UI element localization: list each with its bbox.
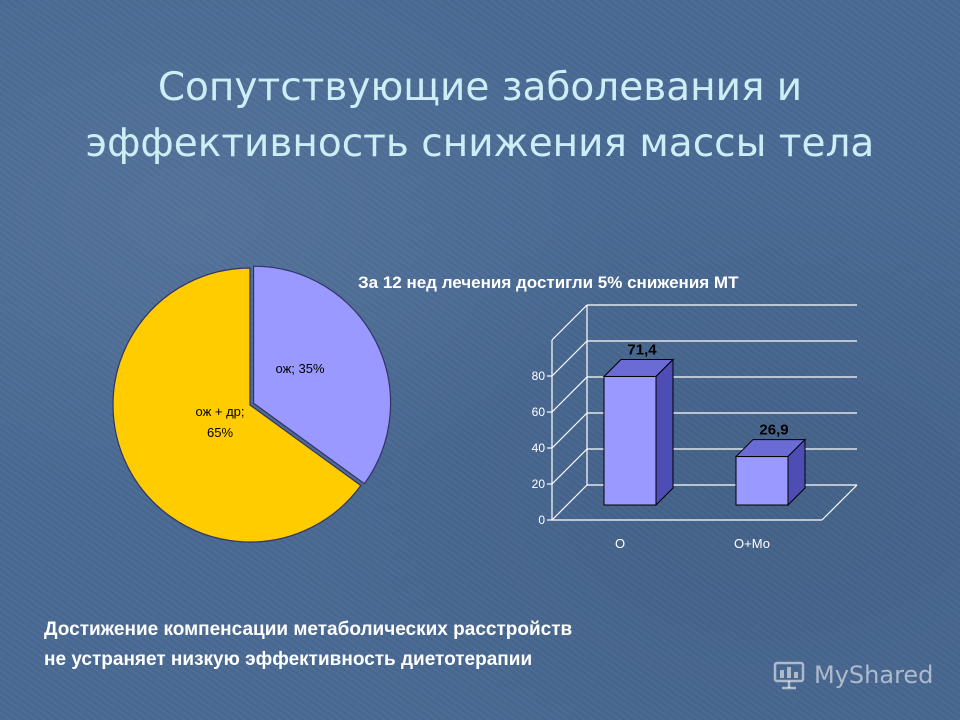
- pie-chart: ож; 35% ож + др; 65%: [112, 265, 392, 543]
- gridline-diagonal: [551, 304, 588, 341]
- x-category-label: О+Мо: [734, 536, 770, 551]
- gridline-diagonal: [551, 412, 588, 449]
- y-tick-label: 0: [538, 513, 545, 527]
- floor-edge: [821, 484, 858, 521]
- slide-title: Сопутствующие заболевания и эффективност…: [0, 60, 960, 172]
- watermark-logo: MyShared: [772, 655, 933, 695]
- gridline-diagonal: [551, 448, 588, 485]
- pie-label-obesity-other-line-2: 65%: [207, 425, 233, 440]
- y-tick-label: 20: [532, 477, 546, 491]
- bar: [735, 456, 789, 506]
- bar-side: [655, 358, 674, 507]
- conclusion-line-1: Достижение компенсации метаболических ра…: [44, 619, 573, 640]
- x-category-label: О: [615, 536, 625, 551]
- pie-slice: [112, 267, 362, 543]
- gridline-diagonal: [551, 376, 588, 413]
- presentation-icon: [773, 661, 805, 690]
- bar-chart-title: За 12 нед лечения достигли 5% снижения М…: [358, 273, 739, 292]
- bar-value-label: 71,4: [627, 341, 657, 358]
- conclusion-line-2: не устраняет низкую эффективность диетот…: [44, 649, 533, 670]
- watermark-text: MyShared: [814, 661, 934, 689]
- gridline-diagonal: [551, 484, 588, 521]
- slide-title-line-2: эффективность снижения массы тела: [85, 121, 875, 166]
- bar: [603, 375, 657, 506]
- pie-label-obesity: ож; 35%: [275, 361, 324, 376]
- pie-label-obesity-other-line-1: ож + др;: [195, 404, 244, 419]
- conclusion-text: Достижение компенсации метаболических ра…: [44, 615, 572, 675]
- pie-slice: [252, 265, 392, 485]
- bar-value-label: 26,9: [759, 422, 788, 439]
- y-tick-label: 60: [532, 405, 546, 419]
- y-tick-label: 80: [532, 369, 546, 383]
- slide-title-line-1: Сопутствующие заболевания и: [157, 65, 803, 110]
- y-tick-label: 40: [532, 441, 546, 455]
- bar-chart: 0 20 40 60 80 71,4 26,9 О О+Мо: [532, 304, 858, 551]
- gridline-diagonal: [551, 340, 588, 377]
